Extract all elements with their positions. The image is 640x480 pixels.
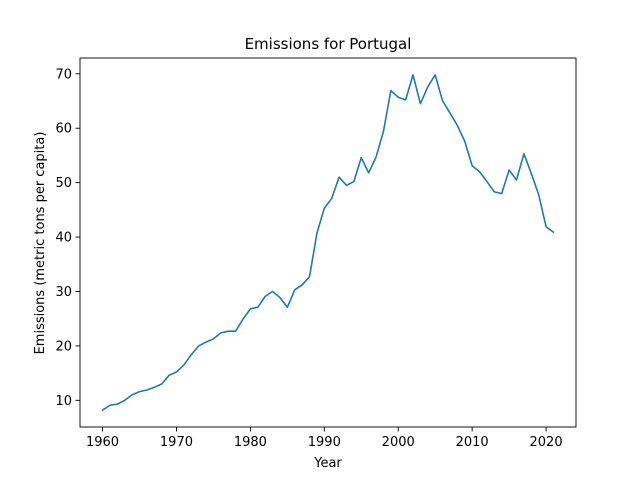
plot-frame [79,57,577,428]
y-tick-label-50: 50 [55,176,72,191]
y-tick-label-40: 40 [55,231,72,246]
y-tick-label-30: 30 [55,285,72,300]
x-tick-label-2010: 2010 [456,435,489,450]
y-axis-label: Emissions (metric tons per capita) [33,132,48,355]
x-tick-label-2000: 2000 [382,435,415,450]
plot-area: 1960 1970 1980 1990 2000 2010 2020 10 20 30 40 50 60… [55,57,577,450]
x-axis-label: Year [313,456,342,471]
y-tick-label-70: 70 [55,67,72,82]
x-tick-label-1980: 1980 [234,435,267,450]
series-line-0 [101,74,555,412]
chart-title: Emissions for Portugal [245,35,412,53]
x-tick-label-1970: 1970 [160,435,193,450]
y-tick-label-60: 60 [55,122,72,137]
x-tick-label-1990: 1990 [308,435,341,450]
x-tick-label-1960: 1960 [86,435,119,450]
y-tick-label-10: 10 [55,394,72,409]
x-tick-label-2020: 2020 [530,435,563,450]
y-tick-label-20: 20 [55,339,72,354]
